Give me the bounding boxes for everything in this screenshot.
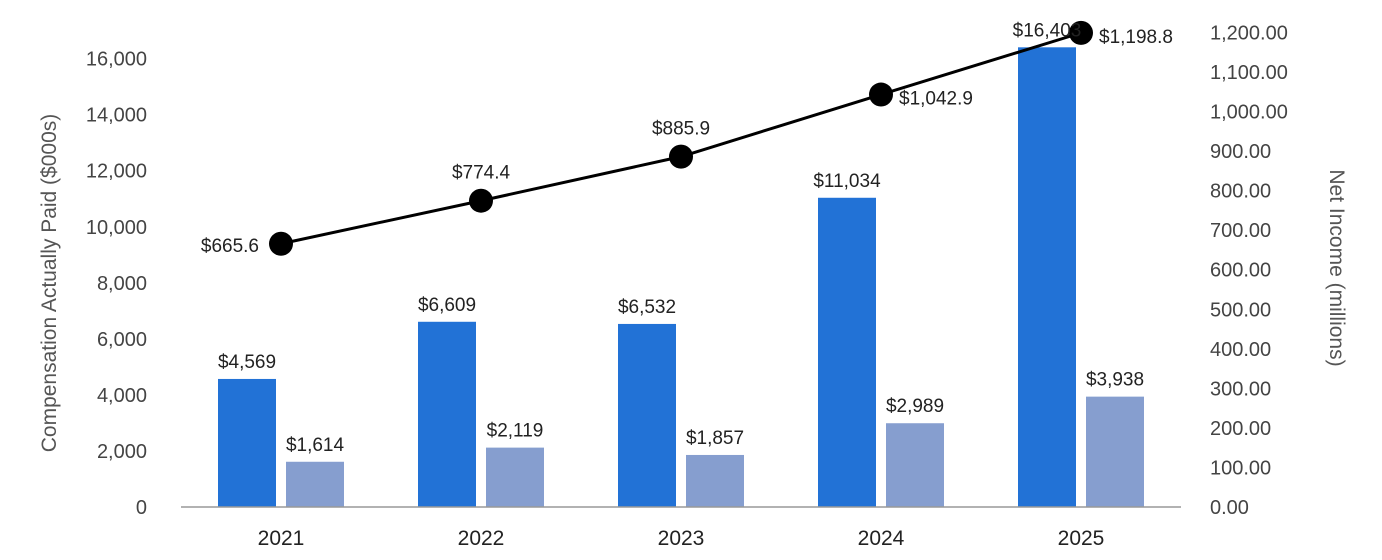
net-income-label-2024: $1,042.9 [899,89,973,110]
x-tick-label-2022: 2022 [458,527,505,550]
y-tick-right-300: 300.00 [1210,378,1271,400]
net-income-label-2023: $885.9 [652,119,710,140]
bar-neo-2025 [1086,396,1144,507]
y-axis-right-title: Net Income (millions) [1325,169,1348,366]
bar-peo-label-2025: $16,403 [1013,20,1082,41]
bar-peo-label-2024: $11,034 [813,171,881,192]
y-tick-left-16000: 16,000 [86,49,147,71]
y-tick-left-6000: 6,000 [97,329,147,351]
y-tick-left-8000: 8,000 [97,273,147,295]
bar-peo-label-2023: $6,532 [618,297,676,318]
x-tick-label-2024: 2024 [858,527,905,550]
bar-neo-label-2022: $2,119 [487,421,544,442]
y-tick-left-10000: 10,000 [86,217,147,239]
y-tick-left-4000: 4,000 [97,385,147,407]
bar-neo-label-2021: $1,614 [286,435,345,456]
bar-peo-2025 [1018,47,1076,508]
bar-peo-2022 [418,321,476,507]
y-tick-right-500: 500.00 [1210,299,1271,321]
y-tick-right-900: 900.00 [1210,141,1271,163]
net-income-point-2022 [469,188,493,213]
net-income-point-2023 [669,144,693,169]
net-income-label-2025: $1,198.8 [1099,27,1173,48]
y-tick-left-0: 0 [136,497,147,519]
bar-peo-label-2021: $4,569 [218,352,276,373]
net-income-label-2022: $774.4 [452,163,511,184]
y-tick-left-2000: 2,000 [97,441,147,463]
bar-neo-2022 [486,447,544,507]
y-tick-right-700: 700.00 [1210,220,1271,242]
x-tick-label-2021: 2021 [258,527,305,550]
bars-layer [218,47,1144,508]
net-income-point-2025 [1069,20,1093,45]
y-tick-right-800: 800.00 [1210,181,1271,203]
bar-neo-2021 [286,461,344,507]
y-tick-right-1100: 1,100.00 [1210,62,1288,84]
labels-layer: $4,569 $1,614 $6,609 $2,119 $6,532 $1,857 $11,… [201,20,1173,455]
bar-neo-label-2025: $3,938 [1086,370,1144,391]
bar-neo-label-2023: $1,857 [686,428,744,449]
ticks-layer: 2021 2022 2023 2024 2025 0 2,000 4,000 6,000 8,00… [86,22,1288,550]
net-income-point-2021 [269,231,293,256]
y-axis-left-title: Compensation Actually Paid ($000s) [38,114,61,453]
net-income-label-2021: $665.6 [201,236,259,257]
bar-peo-2024 [818,197,876,507]
y-tick-left-12000: 12,000 [86,161,147,183]
y-tick-left-14000: 14,000 [86,105,147,127]
bar-peo-label-2022: $6,609 [418,295,476,316]
y-tick-right-0: 0.00 [1210,497,1249,519]
line-layer [269,20,1093,256]
y-tick-right-1000: 1,000.00 [1210,102,1288,124]
bar-peo-2021 [218,378,276,507]
bar-neo-2023 [686,454,744,507]
y-tick-right-1200: 1,200.00 [1210,22,1288,44]
y-tick-right-600: 600.00 [1210,260,1271,282]
bar-neo-label-2024: $2,989 [886,396,944,417]
net-income-point-2024 [869,82,893,107]
y-tick-right-200: 200.00 [1210,418,1271,440]
x-tick-label-2023: 2023 [658,527,705,550]
y-tick-right-400: 400.00 [1210,339,1271,361]
bar-neo-2024 [886,423,944,507]
bar-peo-2023 [618,323,676,507]
x-tick-label-2025: 2025 [1058,527,1105,550]
y-tick-right-100: 100.00 [1210,457,1271,479]
